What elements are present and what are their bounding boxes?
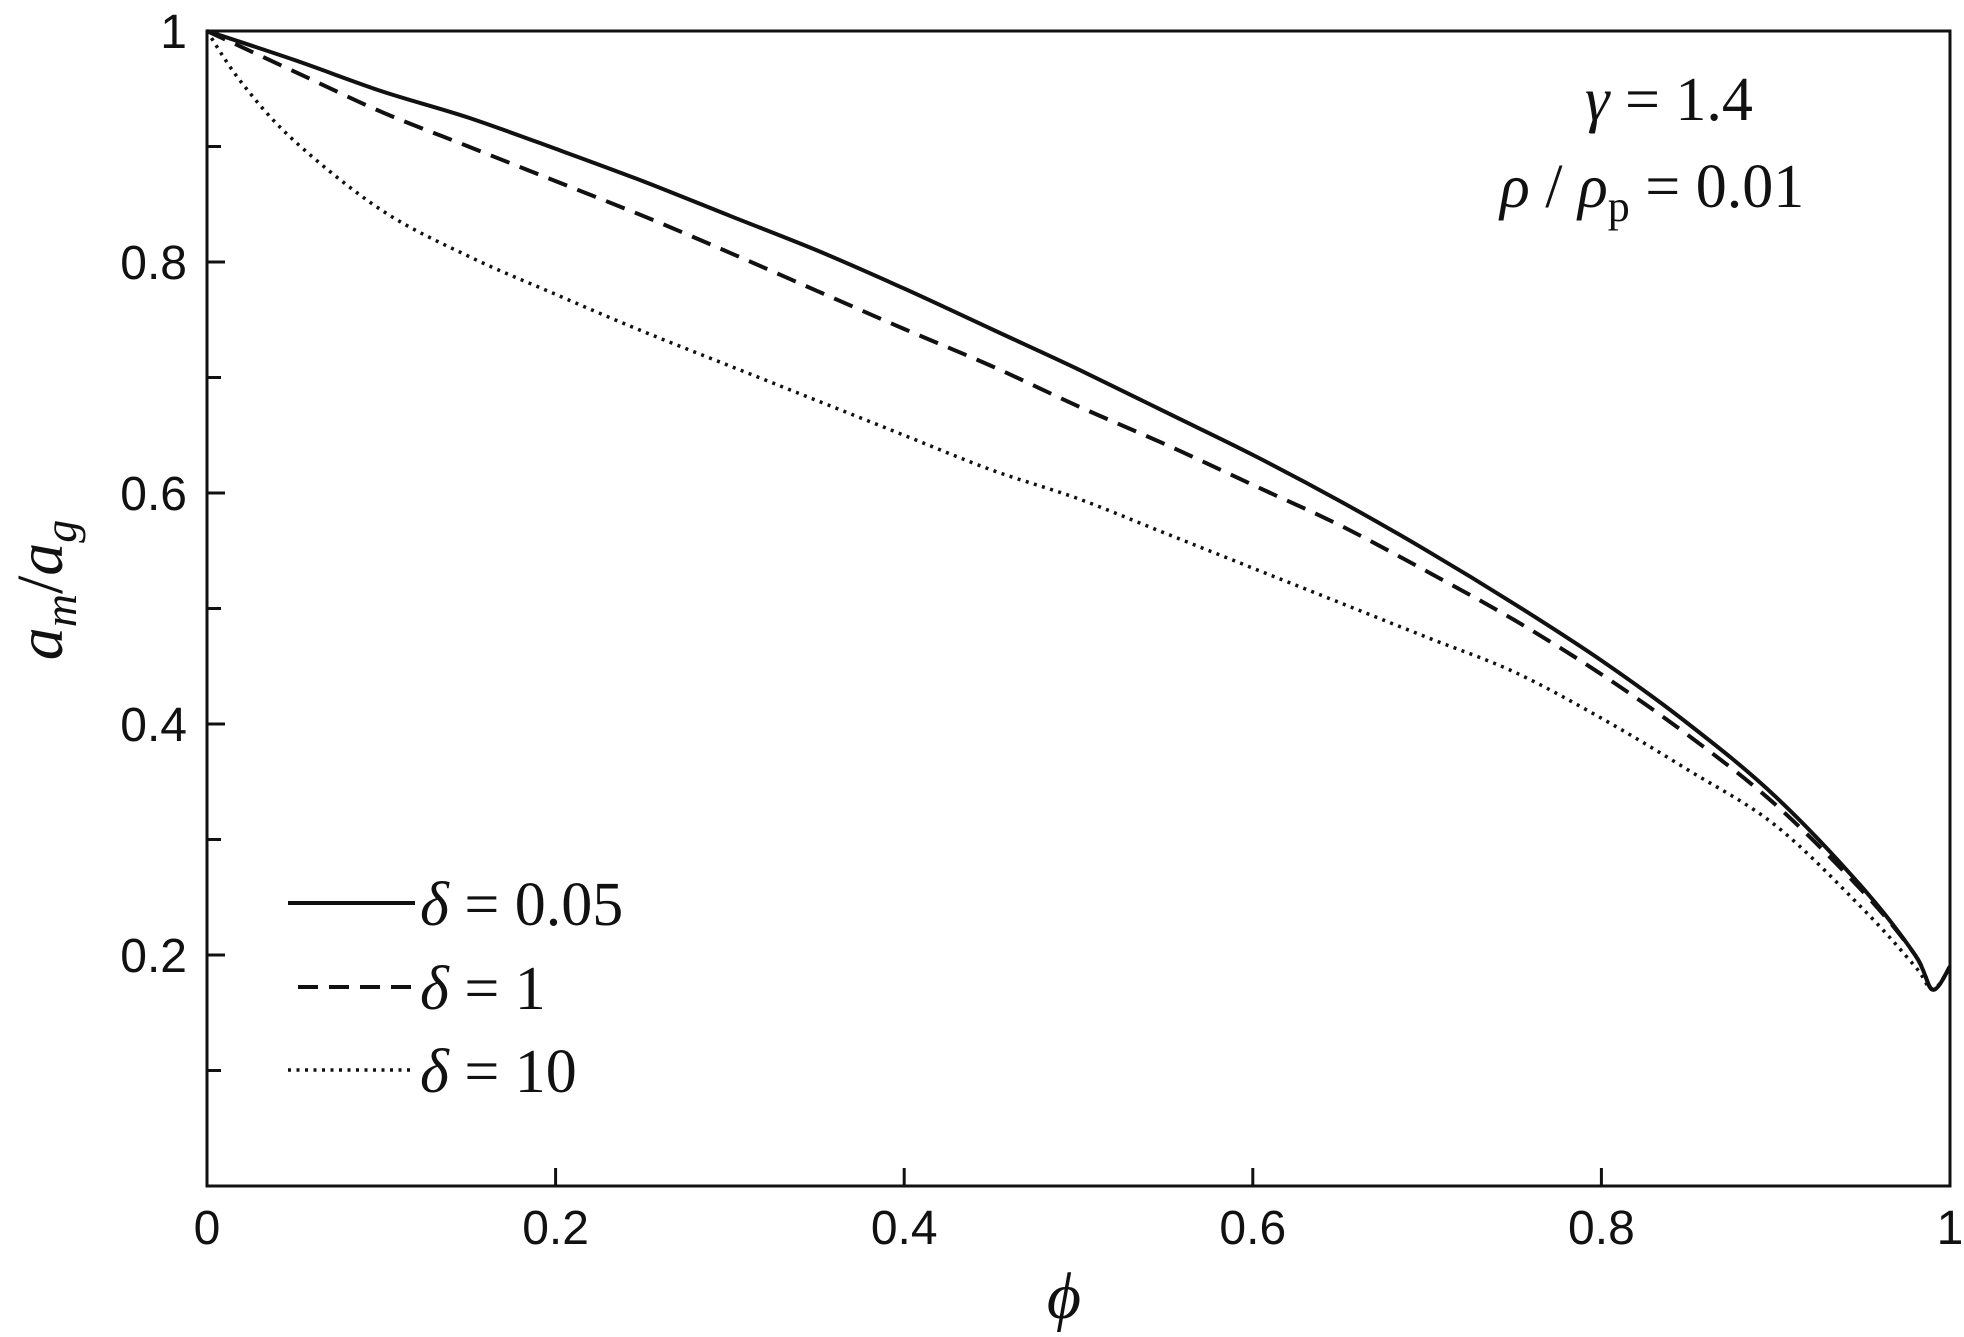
x-tick-label: 0.6: [1219, 1202, 1286, 1255]
annotation-gamma: γ = 1.4: [1585, 66, 1753, 134]
annotation-density-ratio: ρ / ρp = 0.01: [1498, 153, 1804, 231]
legend-label-delta-1: δ = 1: [420, 955, 546, 1023]
legend: δ = 0.05 δ = 1 δ = 10: [288, 871, 623, 1106]
x-tick-label: 0.2: [522, 1202, 589, 1255]
y-tick-label: 0.2: [120, 930, 187, 983]
y-tick-label: 0.4: [120, 699, 187, 752]
x-tick-label: 1: [1937, 1202, 1964, 1255]
series-line-delta-10: [205, 30, 1952, 992]
x-tick-label: 0: [194, 1202, 221, 1255]
tick-labels: 0 0.2 0.4 0.6 0.8 1 0.2 0.4 0.6 0.8 1: [120, 6, 1963, 1255]
x-tick-label: 0.4: [871, 1202, 938, 1255]
series-group: [205, 29, 1952, 992]
legend-label-delta-005: δ = 0.05: [420, 871, 623, 939]
axes: [205, 29, 1952, 1188]
series-line-delta-005: [206, 29, 1952, 992]
y-tick-label: 1: [160, 6, 187, 59]
series-line-delta-1: [206, 29, 1952, 992]
legend-label-delta-10: δ = 10: [420, 1038, 577, 1106]
x-axis-label: ϕ: [1047, 1260, 1081, 1333]
y-tick-label: 0.6: [120, 468, 187, 521]
y-tick-label: 0.8: [120, 237, 187, 290]
y-axis-label: am/ag: [4, 520, 86, 661]
x-tick-label: 0.8: [1568, 1202, 1635, 1255]
